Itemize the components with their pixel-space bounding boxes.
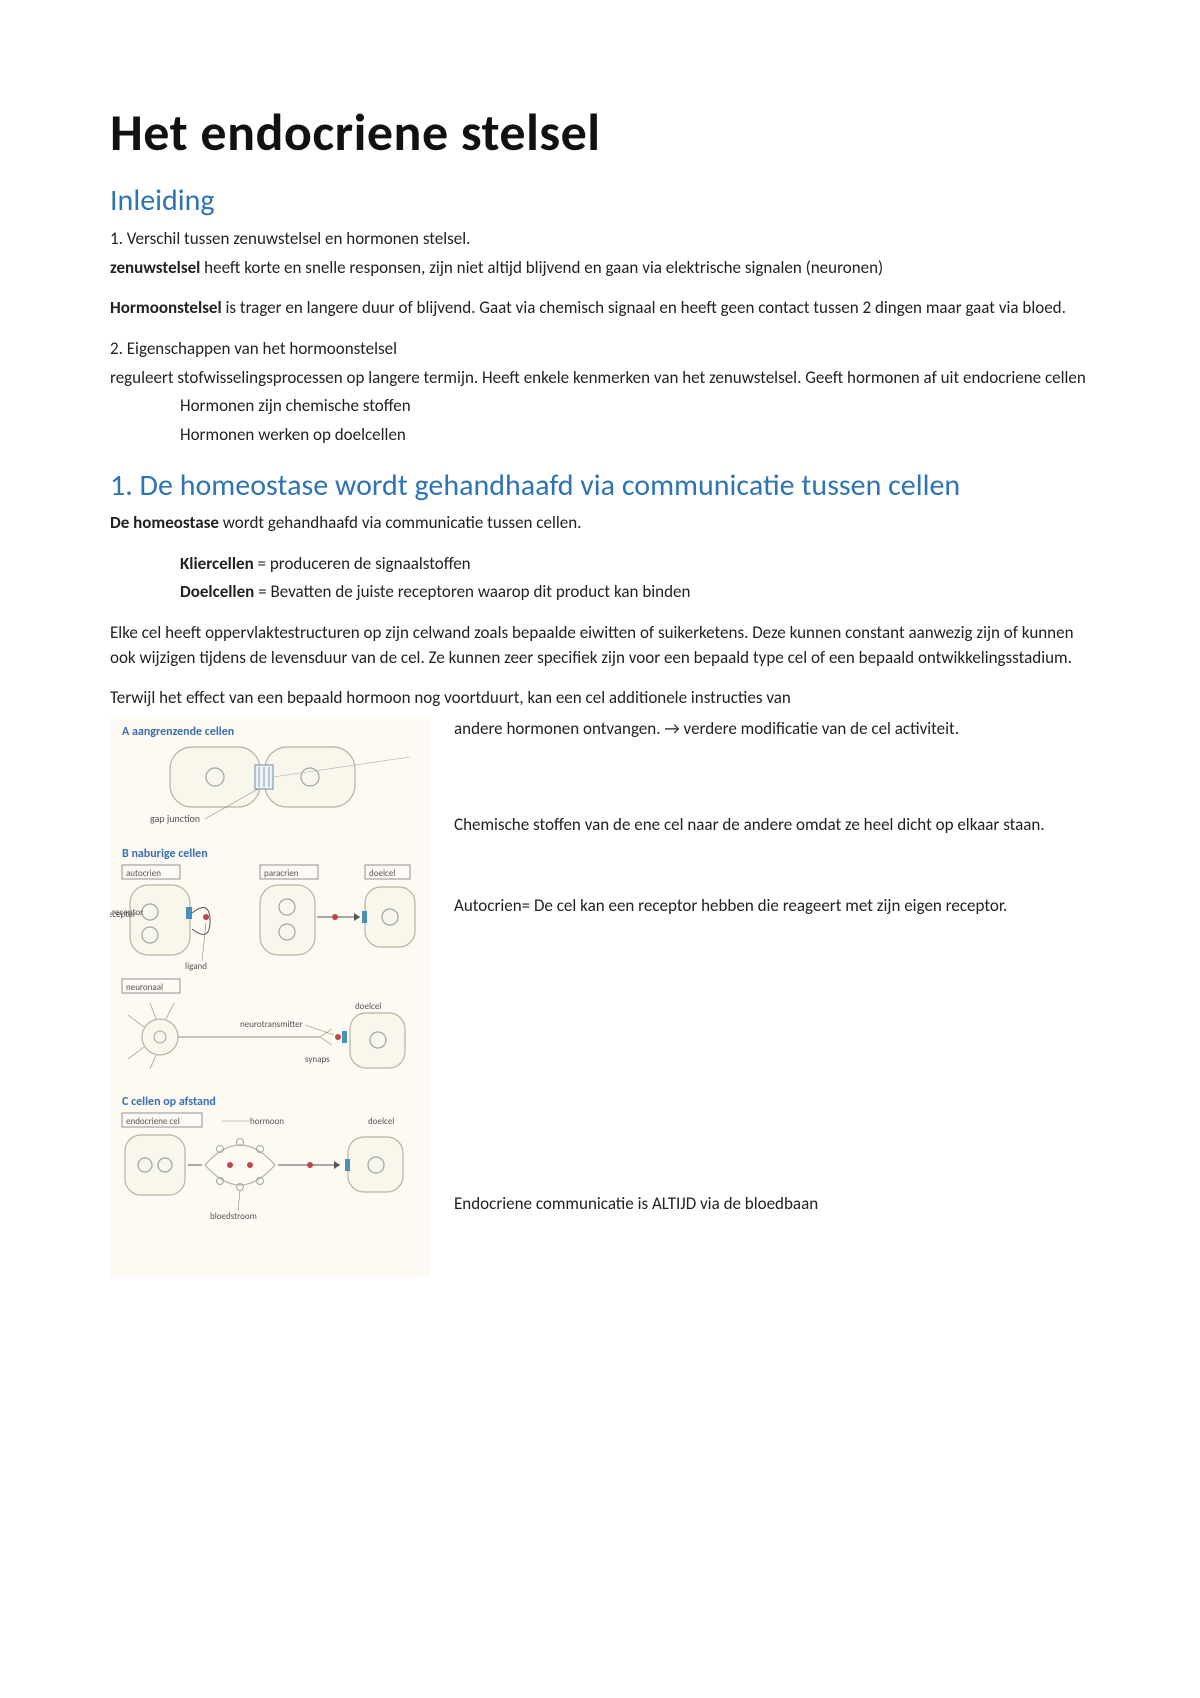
intro-p3-lead: 2. Eigenschappen van het hormoonstelsel <box>110 337 1090 362</box>
sec1-d1-rest: = produceren de signaalstoffen <box>254 553 471 574</box>
sec1-defs: Kliercellen = produceren de signaalstoff… <box>110 552 1090 605</box>
sec1-p2: Elke cel heeft oppervlaktestructuren op … <box>110 621 1090 670</box>
note-r4: Endocriene communicatie is ALTIJD via de… <box>454 1192 1090 1217</box>
fig-label-hormoon: hormoon <box>250 1116 284 1127</box>
intro-p2-bold: Hormoonstelsel <box>110 297 222 318</box>
sec1-p3: Terwijl het effect van een bepaald hormo… <box>110 686 1090 711</box>
fig-label-autocrien: autocrien <box>126 868 161 879</box>
intro-p1-body: zenuwstelsel heeft korte en snelle respo… <box>110 256 1090 281</box>
fig-label-neurotrans: neurotransmitter <box>240 1019 303 1030</box>
intro-para-1: 1. Verschil tussen zenuwstelsel en hormo… <box>110 227 1090 280</box>
fig-label-ligand: ligand <box>185 961 207 972</box>
fig-label-receptor-txt: receptor <box>112 907 143 918</box>
sec1-d1-bold: Kliercellen <box>180 553 254 574</box>
intro-p1-rest: heeft korte en snelle responsen, zijn ni… <box>200 257 883 278</box>
sec1-p1-bold: De homeostase <box>110 512 219 533</box>
fig-label-doelcel-2: doelcel <box>355 1001 381 1012</box>
cell-communication-diagram: A aangrenzende cellen gap junction B nab… <box>110 717 430 1277</box>
note-r2: Chemische stoffen van de ene cel naar de… <box>454 813 1090 838</box>
note-r3: Autocrien= De cel kan een receptor hebbe… <box>454 894 1090 919</box>
section1-heading: 1. De homeostase wordt gehandhaafd via c… <box>110 467 1090 505</box>
figure-diagram: A aangrenzende cellen gap junction B nab… <box>110 717 430 1277</box>
fig-label-bloedstroom: bloedstroom <box>210 1211 257 1222</box>
sec1-p1-rest: wordt gehandhaafd via communicatie tusse… <box>219 512 581 533</box>
fig-label-endocriene: endocriene cel <box>126 1116 180 1127</box>
intro-p2-body: Hormoonstelsel is trager en langere duur… <box>110 296 1090 321</box>
fig-label-synaps: synaps <box>305 1054 330 1065</box>
intro-p1-bold: zenuwstelsel <box>110 257 200 278</box>
fig-label-doelcel-3: doelcel <box>368 1116 394 1127</box>
fig-label-a: A aangrenzende cellen <box>122 725 234 739</box>
fig-label-paracrien: paracrien <box>264 868 299 879</box>
figure-notes: andere hormonen ontvangen. → verdere mod… <box>454 717 1090 1277</box>
fig-label-b: B naburige cellen <box>122 847 208 861</box>
intro-p3-l2: reguleert stofwisselingsprocessen op lan… <box>110 366 1090 391</box>
sec1-d2-bold: Doelcellen <box>180 581 254 602</box>
intro-p3-b2: Hormonen werken op doelcellen <box>180 423 1090 448</box>
fig-label-gap: gap junction <box>150 812 200 825</box>
intro-p1-lead: 1. Verschil tussen zenuwstelsel en hormo… <box>110 227 1090 252</box>
fig-label-neuronaal: neuronaal <box>126 982 163 993</box>
sec1-d2-rest: = Bevatten de juiste receptoren waarop d… <box>254 581 690 602</box>
fig-label-doelcel-1: doelcel <box>369 868 395 879</box>
fig-label-c: C cellen op afstand <box>122 1095 216 1109</box>
intro-para-3: 2. Eigenschappen van het hormoonstelsel … <box>110 337 1090 448</box>
figure-and-notes: A aangrenzende cellen gap junction B nab… <box>110 717 1090 1277</box>
sec1-p2-text: Elke cel heeft oppervlaktestructuren op … <box>110 621 1090 670</box>
intro-heading: Inleiding <box>110 182 1090 219</box>
page-title: Het endocriene stelsel <box>110 100 1090 164</box>
note-r1: andere hormonen ontvangen. → verdere mod… <box>454 717 1090 742</box>
intro-p2-rest: is trager en langere duur of blijvend. G… <box>222 297 1066 318</box>
intro-para-2: Hormoonstelsel is trager en langere duur… <box>110 296 1090 321</box>
intro-p3-b1: Hormonen zijn chemische stoffen <box>180 394 1090 419</box>
sec1-p1: De homeostase wordt gehandhaafd via comm… <box>110 511 1090 536</box>
